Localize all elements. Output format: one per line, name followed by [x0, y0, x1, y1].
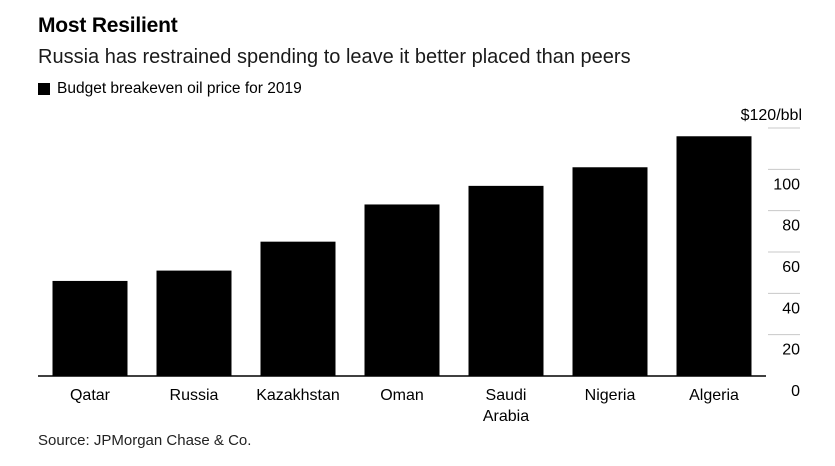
y-tick-label: 100: [773, 176, 800, 193]
x-tick-label: Nigeria: [585, 387, 636, 404]
y-tick-label: 80: [782, 218, 800, 235]
x-tick-label: Russia: [170, 387, 219, 404]
x-tick-label: Oman: [380, 387, 424, 404]
chart-subtitle: Russia has restrained spending to leave …: [38, 46, 631, 68]
bars-layer: [52, 136, 752, 376]
bar-qatar: [52, 280, 128, 376]
legend-swatch: [38, 83, 50, 95]
bar-saudi-arabia: [468, 185, 544, 376]
legend: Budget breakeven oil price for 2019: [38, 80, 302, 98]
bar-algeria: [676, 136, 752, 376]
labels-layer: 0 20 40 60 80 100 $120/bbl Qatar Russia Kazakhsta…: [70, 107, 802, 425]
y-tick-label: 20: [782, 342, 800, 359]
x-tick-label: Qatar: [70, 387, 111, 404]
source-note: Source: JPMorgan Chase & Co.: [38, 432, 252, 449]
x-tick-label: Algeria: [689, 387, 739, 404]
y-tick-label: 60: [782, 259, 800, 276]
y-tick-label: 0: [791, 383, 800, 400]
legend-label: Budget breakeven oil price for 2019: [57, 80, 302, 97]
y-tick-label: 40: [782, 300, 800, 317]
x-tick-label: Saudi Arabia: [483, 387, 529, 425]
bar-oman: [364, 204, 440, 376]
bar-russia: [156, 270, 232, 376]
chart-title: Most Resilient: [38, 14, 178, 37]
bar-nigeria: [572, 167, 648, 376]
x-tick-label: Kazakhstan: [256, 387, 340, 404]
grid-layer: [768, 127, 800, 336]
y-tick-label: $120/bbl: [741, 107, 802, 124]
bar-kazakhstan: [260, 241, 336, 376]
